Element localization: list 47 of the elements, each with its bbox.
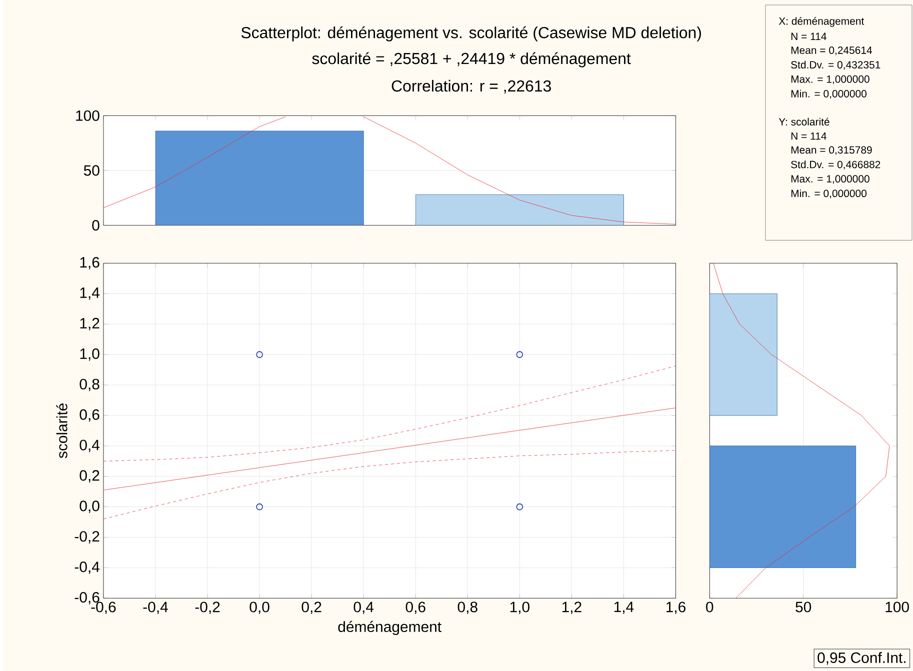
x-tick-label: 1,4 [614, 602, 634, 614]
y-tick-label: 100 [76, 110, 100, 121]
x-tick-label: 1,2 [562, 602, 582, 614]
text: X: déménagement [778, 17, 864, 27]
chart-subtitle: scolarité = ,25581 + ,24419 * déménagement [312, 52, 631, 68]
y-tick-label: 1,2 [80, 318, 100, 330]
text: Max. = 1,000000 [791, 75, 870, 84]
y-axis-title: scolarité [56, 404, 68, 458]
y-tick-label: 1,6 [80, 257, 100, 270]
text: Mean = 0,245614 [791, 46, 872, 56]
y-tick-label: -0,2 [74, 531, 100, 544]
x-tick-label: 0,8 [458, 602, 478, 614]
text: Mean = 0,315789 [791, 146, 872, 155]
chart-title: Scatterplot: déménagement vs. scolarité (Casewise MD deletion) [241, 26, 701, 42]
text: Y: scolarité [778, 118, 830, 126]
x-tick-label: 1,6 [666, 602, 686, 614]
y-tick-label: 1,4 [80, 288, 100, 300]
text: N = 114 [791, 32, 826, 40]
text: Min. = 0,000000 [791, 90, 866, 99]
y-tick-label: 0,6 [80, 409, 100, 422]
text: Correlation: r = ,22613 [392, 80, 551, 94]
x-tick-label: 0,6 [406, 602, 426, 614]
text: Min. = 0,000000 [791, 189, 866, 198]
x-tick-label: 1,0 [510, 602, 530, 614]
y-tick-label: 0,8 [80, 378, 100, 392]
x-tick-label: 0,4 [354, 602, 374, 614]
x-tick-label: 0,2 [302, 602, 322, 614]
text: 0,95 Conf.Int. [818, 652, 906, 665]
y-tick-label: 0,4 [80, 440, 100, 452]
text: Std.Dv. = 0,466882 [791, 160, 880, 170]
y-tick-label: 1,0 [80, 348, 100, 361]
x-tick-label: 0,0 [250, 602, 270, 614]
y-tick-label: -0,4 [74, 562, 100, 574]
x-tick-label: 100 [886, 602, 909, 612]
y-tick-label: 0,0 [80, 500, 100, 514]
line-series [103, 366, 676, 462]
y-tick-label: 50 [84, 165, 100, 176]
text: Std.Dv. = 0,432351 [791, 60, 880, 70]
text: N = 114 [791, 132, 826, 140]
x-tick-label: -0,2 [195, 602, 220, 614]
x-tick-label: -0,4 [143, 602, 168, 614]
text: Max. = 1,000000 [791, 175, 870, 184]
y-tick-label: 0 [92, 220, 100, 231]
x-tick-label: 0 [706, 602, 714, 612]
x-axis-title: déménagement [338, 620, 442, 636]
y-tick-label: 0,2 [80, 470, 100, 483]
x-tick-label: 50 [796, 602, 812, 612]
